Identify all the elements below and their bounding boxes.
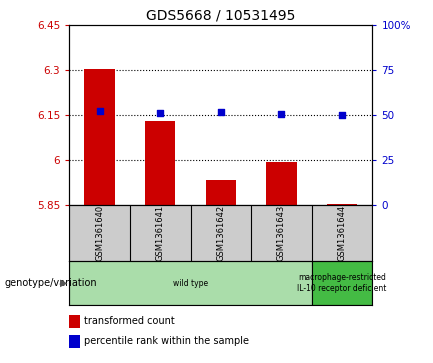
Point <box>278 111 285 117</box>
Bar <box>69 261 312 305</box>
Text: ▶: ▶ <box>60 278 67 288</box>
Point <box>157 110 164 116</box>
Bar <box>84 69 115 205</box>
Bar <box>266 162 297 205</box>
Point <box>339 112 346 118</box>
Text: wild type: wild type <box>173 279 208 287</box>
Point <box>96 108 103 114</box>
Text: genotype/variation: genotype/variation <box>4 278 97 288</box>
Title: GDS5668 / 10531495: GDS5668 / 10531495 <box>146 9 295 23</box>
Bar <box>206 180 236 205</box>
Bar <box>312 261 372 305</box>
Text: macrophage-restricted
IL-10 receptor deficient: macrophage-restricted IL-10 receptor def… <box>297 273 387 293</box>
Text: GSM1361641: GSM1361641 <box>156 205 165 261</box>
Text: GSM1361644: GSM1361644 <box>338 205 346 261</box>
Text: GSM1361642: GSM1361642 <box>216 205 225 261</box>
Text: GSM1361643: GSM1361643 <box>277 205 286 261</box>
Point <box>217 109 224 115</box>
Bar <box>327 204 357 205</box>
Text: percentile rank within the sample: percentile rank within the sample <box>84 336 249 346</box>
Text: transformed count: transformed count <box>84 316 175 326</box>
Text: GSM1361640: GSM1361640 <box>95 205 104 261</box>
Bar <box>145 121 175 205</box>
